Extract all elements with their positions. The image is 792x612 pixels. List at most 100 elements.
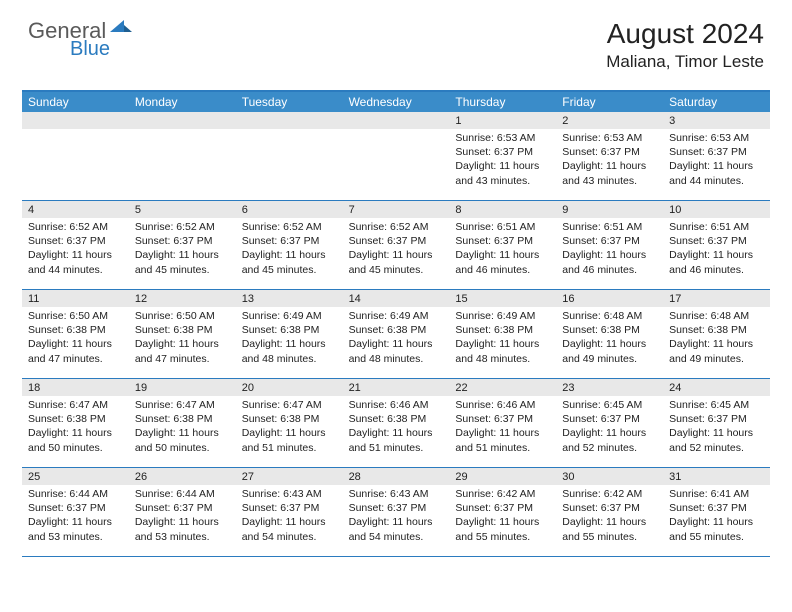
weekday-saturday: Saturday <box>663 92 770 112</box>
weekday-friday: Friday <box>556 92 663 112</box>
sunset-line: Sunset: 6:37 PM <box>349 234 444 248</box>
daylight-line: Daylight: 11 hours and 54 minutes. <box>349 515 444 543</box>
sunrise-line: Sunrise: 6:47 AM <box>28 398 123 412</box>
day-body: Sunrise: 6:45 AMSunset: 6:37 PMDaylight:… <box>556 396 663 459</box>
sunset-line: Sunset: 6:37 PM <box>562 501 657 515</box>
daylight-line: Daylight: 11 hours and 55 minutes. <box>562 515 657 543</box>
daynum-bar-empty <box>129 112 236 129</box>
sunrise-line: Sunrise: 6:49 AM <box>242 309 337 323</box>
sunset-line: Sunset: 6:38 PM <box>135 412 230 426</box>
day-body: Sunrise: 6:43 AMSunset: 6:37 PMDaylight:… <box>343 485 450 548</box>
day-body: Sunrise: 6:44 AMSunset: 6:37 PMDaylight:… <box>22 485 129 548</box>
sunrise-line: Sunrise: 6:42 AM <box>455 487 550 501</box>
sunset-line: Sunset: 6:37 PM <box>562 412 657 426</box>
daynum-bar: 2 <box>556 112 663 129</box>
location-label: Maliana, Timor Leste <box>606 52 764 72</box>
day-cell: 26Sunrise: 6:44 AMSunset: 6:37 PMDayligh… <box>129 468 236 556</box>
sunrise-line: Sunrise: 6:53 AM <box>562 131 657 145</box>
sunset-line: Sunset: 6:37 PM <box>455 412 550 426</box>
day-body: Sunrise: 6:50 AMSunset: 6:38 PMDaylight:… <box>129 307 236 370</box>
daylight-line: Daylight: 11 hours and 53 minutes. <box>135 515 230 543</box>
day-body: Sunrise: 6:52 AMSunset: 6:37 PMDaylight:… <box>22 218 129 281</box>
sunset-line: Sunset: 6:37 PM <box>669 412 764 426</box>
day-cell: 4Sunrise: 6:52 AMSunset: 6:37 PMDaylight… <box>22 201 129 289</box>
day-body: Sunrise: 6:53 AMSunset: 6:37 PMDaylight:… <box>663 129 770 192</box>
weekday-monday: Monday <box>129 92 236 112</box>
sunset-line: Sunset: 6:38 PM <box>349 412 444 426</box>
weekday-sunday: Sunday <box>22 92 129 112</box>
daynum-bar-empty <box>22 112 129 129</box>
daylight-line: Daylight: 11 hours and 48 minutes. <box>455 337 550 365</box>
daynum-bar: 20 <box>236 379 343 396</box>
sunrise-line: Sunrise: 6:43 AM <box>242 487 337 501</box>
week-row: 4Sunrise: 6:52 AMSunset: 6:37 PMDaylight… <box>22 201 770 290</box>
daylight-line: Daylight: 11 hours and 55 minutes. <box>455 515 550 543</box>
daylight-line: Daylight: 11 hours and 45 minutes. <box>135 248 230 276</box>
daylight-line: Daylight: 11 hours and 45 minutes. <box>349 248 444 276</box>
day-body: Sunrise: 6:49 AMSunset: 6:38 PMDaylight:… <box>449 307 556 370</box>
daynum-bar: 28 <box>343 468 450 485</box>
sunrise-line: Sunrise: 6:48 AM <box>669 309 764 323</box>
daylight-line: Daylight: 11 hours and 46 minutes. <box>669 248 764 276</box>
day-body: Sunrise: 6:43 AMSunset: 6:37 PMDaylight:… <box>236 485 343 548</box>
daylight-line: Daylight: 11 hours and 49 minutes. <box>562 337 657 365</box>
day-cell: 6Sunrise: 6:52 AMSunset: 6:37 PMDaylight… <box>236 201 343 289</box>
day-cell: 9Sunrise: 6:51 AMSunset: 6:37 PMDaylight… <box>556 201 663 289</box>
daynum-bar: 21 <box>343 379 450 396</box>
sunrise-line: Sunrise: 6:52 AM <box>242 220 337 234</box>
day-cell: 16Sunrise: 6:48 AMSunset: 6:38 PMDayligh… <box>556 290 663 378</box>
day-cell: 12Sunrise: 6:50 AMSunset: 6:38 PMDayligh… <box>129 290 236 378</box>
sunset-line: Sunset: 6:37 PM <box>135 234 230 248</box>
daynum-bar: 6 <box>236 201 343 218</box>
daylight-line: Daylight: 11 hours and 51 minutes. <box>455 426 550 454</box>
daylight-line: Daylight: 11 hours and 50 minutes. <box>28 426 123 454</box>
daynum-bar: 27 <box>236 468 343 485</box>
sunrise-line: Sunrise: 6:45 AM <box>669 398 764 412</box>
sunrise-line: Sunrise: 6:43 AM <box>349 487 444 501</box>
daynum-bar: 12 <box>129 290 236 307</box>
daynum-bar: 25 <box>22 468 129 485</box>
sunset-line: Sunset: 6:37 PM <box>455 234 550 248</box>
day-cell: 7Sunrise: 6:52 AMSunset: 6:37 PMDaylight… <box>343 201 450 289</box>
day-body: Sunrise: 6:52 AMSunset: 6:37 PMDaylight:… <box>236 218 343 281</box>
daynum-bar: 30 <box>556 468 663 485</box>
weekday-wednesday: Wednesday <box>343 92 450 112</box>
day-body: Sunrise: 6:47 AMSunset: 6:38 PMDaylight:… <box>129 396 236 459</box>
day-body: Sunrise: 6:52 AMSunset: 6:37 PMDaylight:… <box>343 218 450 281</box>
sunset-line: Sunset: 6:37 PM <box>135 501 230 515</box>
sunset-line: Sunset: 6:37 PM <box>562 145 657 159</box>
sunrise-line: Sunrise: 6:53 AM <box>669 131 764 145</box>
sunset-line: Sunset: 6:37 PM <box>669 501 764 515</box>
daylight-line: Daylight: 11 hours and 54 minutes. <box>242 515 337 543</box>
day-body: Sunrise: 6:53 AMSunset: 6:37 PMDaylight:… <box>556 129 663 192</box>
day-cell: 18Sunrise: 6:47 AMSunset: 6:38 PMDayligh… <box>22 379 129 467</box>
day-body: Sunrise: 6:46 AMSunset: 6:37 PMDaylight:… <box>449 396 556 459</box>
day-cell: 19Sunrise: 6:47 AMSunset: 6:38 PMDayligh… <box>129 379 236 467</box>
title-block: August 2024 Maliana, Timor Leste <box>606 18 764 72</box>
sunset-line: Sunset: 6:37 PM <box>28 234 123 248</box>
sunset-line: Sunset: 6:37 PM <box>28 501 123 515</box>
daynum-bar: 11 <box>22 290 129 307</box>
day-body: Sunrise: 6:47 AMSunset: 6:38 PMDaylight:… <box>236 396 343 459</box>
sunrise-line: Sunrise: 6:49 AM <box>455 309 550 323</box>
daylight-line: Daylight: 11 hours and 46 minutes. <box>562 248 657 276</box>
daylight-line: Daylight: 11 hours and 51 minutes. <box>349 426 444 454</box>
day-body: Sunrise: 6:48 AMSunset: 6:38 PMDaylight:… <box>556 307 663 370</box>
day-body: Sunrise: 6:49 AMSunset: 6:38 PMDaylight:… <box>236 307 343 370</box>
header: General Blue August 2024 Maliana, Timor … <box>0 0 792 80</box>
day-body: Sunrise: 6:47 AMSunset: 6:38 PMDaylight:… <box>22 396 129 459</box>
day-cell: 29Sunrise: 6:42 AMSunset: 6:37 PMDayligh… <box>449 468 556 556</box>
calendar: SundayMondayTuesdayWednesdayThursdayFrid… <box>22 90 770 557</box>
day-cell: 3Sunrise: 6:53 AMSunset: 6:37 PMDaylight… <box>663 112 770 200</box>
sunrise-line: Sunrise: 6:50 AM <box>28 309 123 323</box>
daylight-line: Daylight: 11 hours and 51 minutes. <box>242 426 337 454</box>
daynum-bar: 7 <box>343 201 450 218</box>
day-cell: 27Sunrise: 6:43 AMSunset: 6:37 PMDayligh… <box>236 468 343 556</box>
sunset-line: Sunset: 6:38 PM <box>562 323 657 337</box>
daylight-line: Daylight: 11 hours and 53 minutes. <box>28 515 123 543</box>
logo-mark-icon <box>110 18 132 41</box>
daynum-bar: 5 <box>129 201 236 218</box>
logo: General Blue <box>28 18 132 44</box>
page-title: August 2024 <box>606 18 764 50</box>
daynum-bar: 14 <box>343 290 450 307</box>
